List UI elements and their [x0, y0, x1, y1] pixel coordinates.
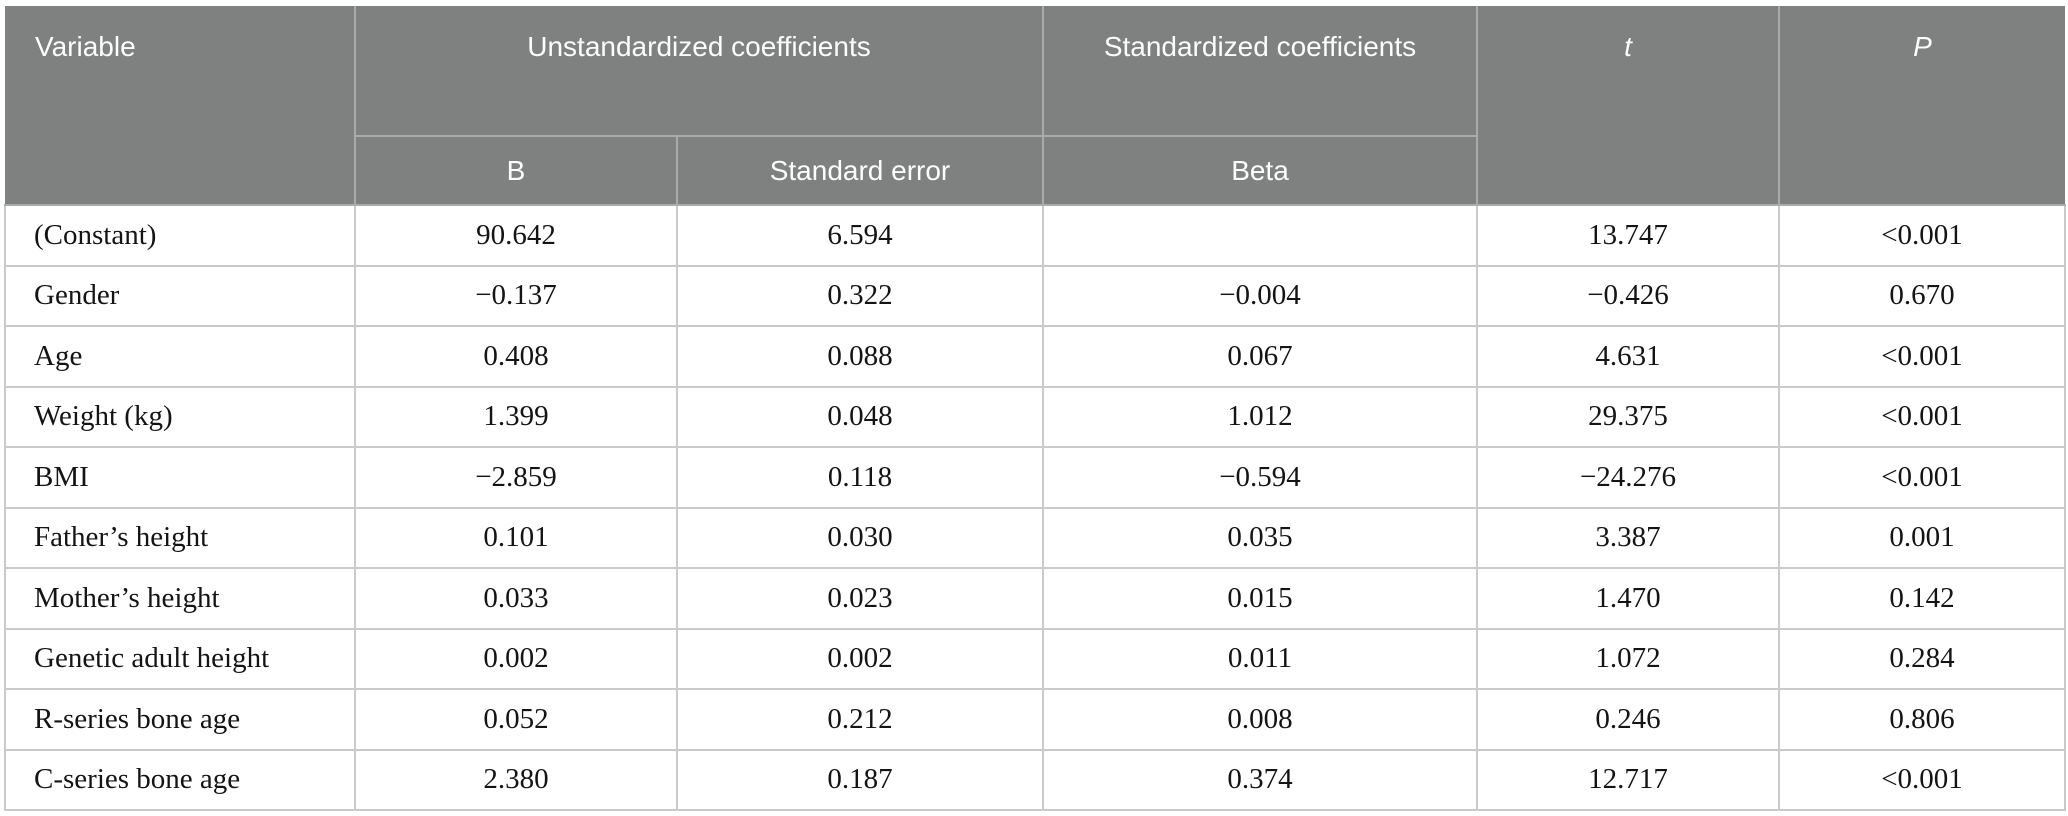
cell-t: 4.631	[1476, 325, 1780, 388]
column-group-standardized: Standardized coefficients	[1042, 6, 1478, 137]
table-row: Weight (kg) 1.399 0.048 1.012 29.375 <0.…	[4, 385, 2066, 448]
cell-beta: 0.374	[1042, 748, 1478, 811]
cell-variable: Mother’s height	[4, 567, 356, 630]
cell-b: 2.380	[354, 748, 678, 811]
cell-t: 12.717	[1476, 748, 1780, 811]
table-header: Variable Unstandardized coefficients Sta…	[5, 6, 2065, 206]
table-row: Genetic adult height 0.002 0.002 0.011 1…	[4, 627, 2066, 690]
cell-standard-error: 0.118	[676, 446, 1044, 509]
cell-variable: (Constant)	[4, 204, 356, 267]
cell-t: 3.387	[1476, 506, 1780, 569]
cell-t: 0.246	[1476, 688, 1780, 751]
column-header-t: t	[1476, 6, 1780, 206]
cell-b: 0.002	[354, 627, 678, 690]
cell-p: <0.001	[1778, 446, 2066, 509]
column-header-p: P	[1778, 6, 2065, 206]
cell-standard-error: 6.594	[676, 204, 1044, 267]
cell-beta: 1.012	[1042, 385, 1478, 448]
cell-t: 1.072	[1476, 627, 1780, 690]
cell-b: 0.052	[354, 688, 678, 751]
cell-t: −24.276	[1476, 446, 1780, 509]
header-row-subcolumns: B Standard error Beta	[5, 135, 2065, 206]
cell-beta	[1042, 204, 1478, 267]
column-header-standard-error: Standard error	[676, 135, 1044, 206]
cell-p: <0.001	[1778, 385, 2066, 448]
column-header-b: B	[354, 135, 678, 206]
cell-t: 29.375	[1476, 385, 1780, 448]
cell-b: 0.101	[354, 506, 678, 569]
regression-coefficients-table: Variable Unstandardized coefficients Sta…	[4, 6, 2066, 811]
cell-standard-error: 0.322	[676, 264, 1044, 327]
cell-p: <0.001	[1778, 325, 2066, 388]
cell-p: 0.670	[1778, 264, 2066, 327]
cell-standard-error: 0.002	[676, 627, 1044, 690]
table-row: Father’s height 0.101 0.030 0.035 3.387 …	[4, 506, 2066, 569]
table-row: Mother’s height 0.033 0.023 0.015 1.470 …	[4, 567, 2066, 630]
table-row: Gender −0.137 0.322 −0.004 −0.426 0.670	[4, 264, 2066, 327]
cell-p: <0.001	[1778, 748, 2066, 811]
cell-beta: 0.067	[1042, 325, 1478, 388]
cell-p: 0.142	[1778, 567, 2066, 630]
cell-t: 1.470	[1476, 567, 1780, 630]
cell-p: <0.001	[1778, 204, 2066, 267]
column-header-beta: Beta	[1042, 135, 1478, 206]
table-row: (Constant) 90.642 6.594 13.747 <0.001	[4, 204, 2066, 267]
table-row: Age 0.408 0.088 0.067 4.631 <0.001	[4, 325, 2066, 388]
cell-b: 90.642	[354, 204, 678, 267]
header-row-groups: Variable Unstandardized coefficients Sta…	[5, 6, 2065, 206]
cell-beta: −0.004	[1042, 264, 1478, 327]
cell-b: 0.033	[354, 567, 678, 630]
cell-variable: Age	[4, 325, 356, 388]
cell-standard-error: 0.088	[676, 325, 1044, 388]
table-row: C-series bone age 2.380 0.187 0.374 12.7…	[4, 748, 2066, 811]
cell-variable: BMI	[4, 446, 356, 509]
cell-variable: Father’s height	[4, 506, 356, 569]
cell-beta: 0.008	[1042, 688, 1478, 751]
cell-standard-error: 0.212	[676, 688, 1044, 751]
cell-beta: 0.011	[1042, 627, 1478, 690]
cell-p: 0.806	[1778, 688, 2066, 751]
cell-b: 0.408	[354, 325, 678, 388]
cell-b: −2.859	[354, 446, 678, 509]
column-header-variable: Variable	[5, 6, 356, 206]
cell-t: 13.747	[1476, 204, 1780, 267]
cell-t: −0.426	[1476, 264, 1780, 327]
cell-standard-error: 0.048	[676, 385, 1044, 448]
cell-variable: Weight (kg)	[4, 385, 356, 448]
cell-beta: −0.594	[1042, 446, 1478, 509]
cell-p: 0.284	[1778, 627, 2066, 690]
cell-beta: 0.015	[1042, 567, 1478, 630]
cell-b: 1.399	[354, 385, 678, 448]
column-group-unstandardized: Unstandardized coefficients	[354, 6, 1044, 137]
cell-beta: 0.035	[1042, 506, 1478, 569]
table-row: R-series bone age 0.052 0.212 0.008 0.24…	[4, 688, 2066, 751]
cell-standard-error: 0.187	[676, 748, 1044, 811]
cell-standard-error: 0.030	[676, 506, 1044, 569]
cell-variable: R-series bone age	[4, 688, 356, 751]
table-row: BMI −2.859 0.118 −0.594 −24.276 <0.001	[4, 446, 2066, 509]
cell-variable: Genetic adult height	[4, 627, 356, 690]
cell-b: −0.137	[354, 264, 678, 327]
cell-variable: C-series bone age	[4, 748, 356, 811]
cell-p: 0.001	[1778, 506, 2066, 569]
table-body: (Constant) 90.642 6.594 13.747 <0.001 Ge…	[4, 204, 2066, 811]
cell-standard-error: 0.023	[676, 567, 1044, 630]
cell-variable: Gender	[4, 264, 356, 327]
